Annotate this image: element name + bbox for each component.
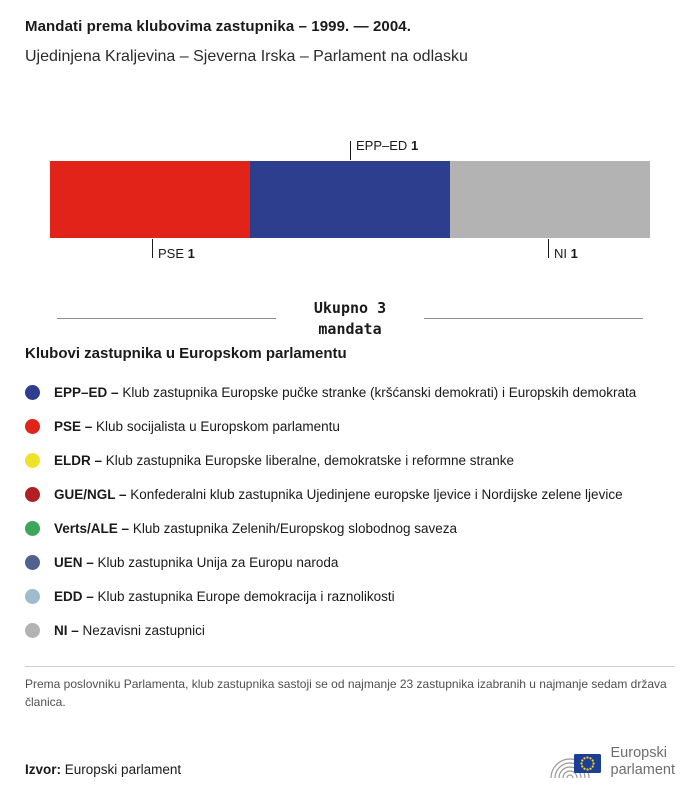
legend-desc: Klub zastupnika Europe demokracija i raz… [97,588,395,604]
total-mandates-label: Ukupno 3 mandata [314,298,386,339]
source-line: Izvor: Europski parlament [25,762,181,783]
total-line-2: mandata [318,319,382,338]
ep-logo-text-line2: parlament [610,762,675,779]
pse-color-dot-icon [25,418,40,434]
verts-ale-color-dot-icon [25,520,40,536]
tick-mark [350,141,351,160]
callout-ni: NI 1 [548,239,578,261]
legend-abbr: GUE/NGL – [54,486,127,502]
legend: EPP–ED – Klub zastupnika Europske pučke … [25,375,675,647]
legend-item-gue-ngl: GUE/NGL – Konfederalni klub zastupnika U… [25,477,675,511]
legend-item-epp-ed: EPP–ED – Klub zastupnika Europske pučke … [25,375,675,409]
callout-epp-ed-label: EPP–ED 1 [356,138,418,153]
legend-item-ni: NI – Nezavisni zastupnici [25,613,675,647]
source-value: Europski parlament [64,762,182,778]
legend-item-verts-ale: Verts/ALE – Klub zastupnika Zelenih/Euro… [25,511,675,545]
legend-desc: Konfederalni klub zastupnika Ujedinjene … [130,486,623,502]
legend-item-edd: EDD – Klub zastupnika Europe demokracija… [25,579,675,613]
legend-item-uen: UEN – Klub zastupnika Unija za Europu na… [25,545,675,579]
page-subtitle: Ujedinjena Kraljevina – Sjeverna Irska –… [25,48,468,65]
callout-epp-ed-value: 1 [410,138,419,153]
legend-abbr: ELDR – [54,452,103,468]
legend-desc: Klub socijalista u Europskom parlamentu [96,418,340,434]
uen-color-dot-icon [25,554,40,570]
legend-desc: Nezavisni zastupnici [82,622,205,638]
legend-abbr: Verts/ALE – [54,520,130,536]
legend-abbr: NI – [54,622,79,638]
legend-desc: Klub zastupnika Europske liberalne, demo… [105,452,514,468]
callout-pse: PSE 1 [152,239,195,261]
eu-flag-icon [573,754,601,774]
bar-segment-epp-ed [250,161,450,238]
callout-pse-name: PSE [158,246,185,261]
bar-segment-ni [450,161,650,238]
total-mandates: Ukupno 3 mandata [57,298,643,339]
gue-ngl-color-dot-icon [25,486,40,502]
legend-item-eldr: ELDR – Klub zastupnika Europske liberaln… [25,443,675,477]
tick-mark [548,239,549,258]
tick-mark [152,239,153,258]
callout-epp-ed-name: EPP–ED [356,138,408,153]
legend-abbr: EDD – [54,588,94,604]
ni-color-dot-icon [25,622,40,638]
source-label: Izvor: [25,762,62,778]
ep-logo: Europski parlament [549,741,675,783]
legend-desc: Klub zastupnika Europske pučke stranke (… [122,384,637,400]
legend-desc: Klub zastupnika Unija za Europu naroda [97,554,339,570]
callout-pse-label: PSE 1 [158,246,195,261]
divider-right [424,318,643,320]
footnote: Prema poslovniku Parlamenta, klub zastup… [25,677,667,709]
page-title: Mandati prema klubovima zastupnika – 199… [25,18,411,35]
legend-desc: Klub zastupnika Zelenih/Europskog slobod… [132,520,458,536]
legend-item-pse: PSE – Klub socijalista u Europskom parla… [25,409,675,443]
legend-abbr: EPP–ED – [54,384,119,400]
footer: Izvor: Europski parlament [25,741,675,783]
callout-pse-value: 1 [187,246,195,261]
mandates-bar [50,161,650,238]
legend-abbr: UEN – [54,554,94,570]
callout-ni-label: NI 1 [554,246,578,261]
callout-epp-ed: EPP–ED 1 [350,138,418,160]
total-line-1: Ukupno 3 [313,299,387,317]
footer-divider [25,666,675,668]
ep-logo-text: Europski parlament [611,745,675,778]
ep-logo-text-line1: Europski [610,745,667,762]
epp-ed-color-dot-icon [25,384,40,400]
bar-segment-pse [50,161,250,238]
eldr-color-dot-icon [25,452,40,468]
callout-ni-name: NI [554,246,567,261]
legend-title: Klubovi zastupnika u Europskom parlament… [25,345,347,363]
hemicycle-eu-flag-icon [549,754,601,779]
legend-abbr: PSE – [54,418,93,434]
divider-left [57,318,276,320]
eu-flag-stars [579,756,595,771]
edd-color-dot-icon [25,588,40,604]
stacked-bar-chart: EPP–ED 1 PSE 1 NI 1 [50,138,650,261]
callout-ni-value: 1 [570,246,578,261]
